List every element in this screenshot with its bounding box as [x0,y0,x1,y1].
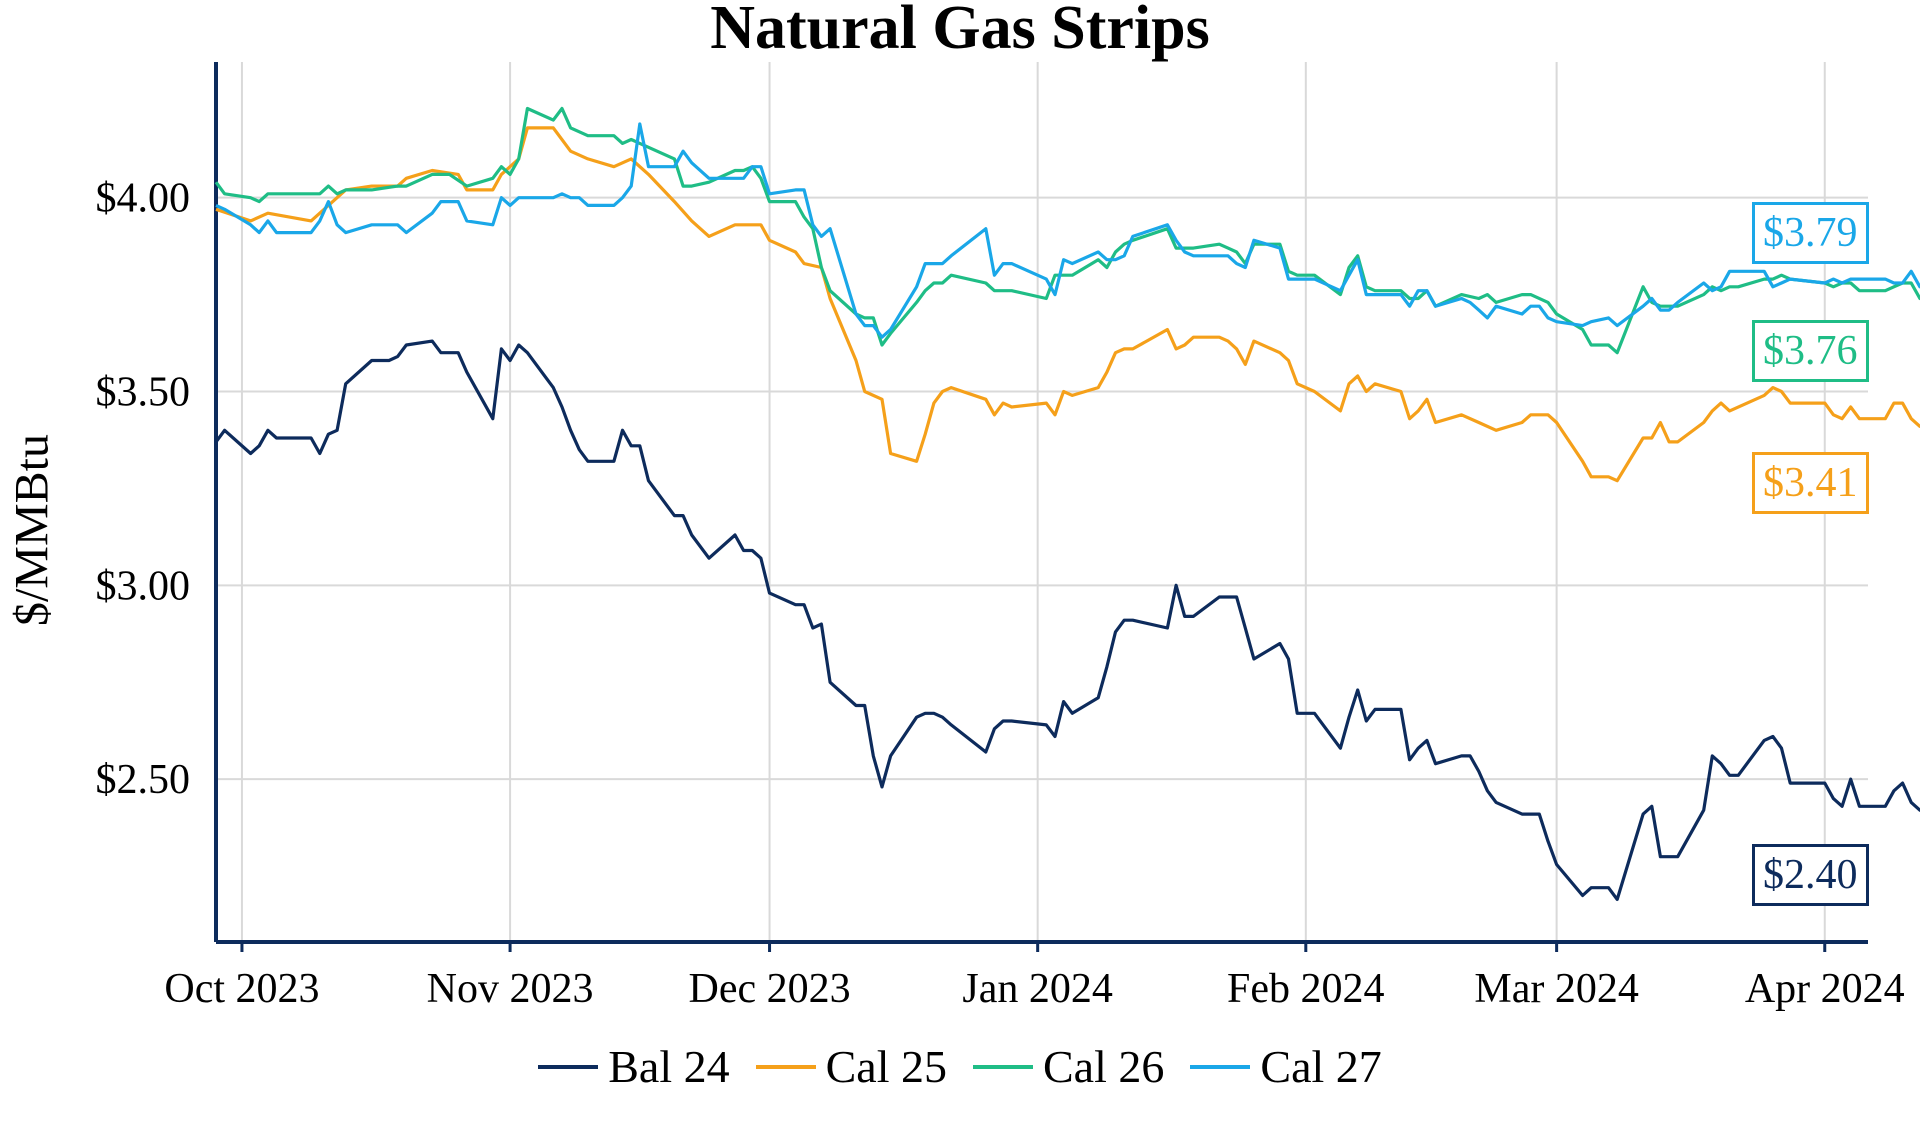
legend-label: Bal 24 [608,1041,730,1092]
y-tick-label: $3.00 [96,563,191,609]
legend-item-bal-24: Bal 24 [538,1040,730,1093]
x-tick-label: Jan 2024 [962,966,1113,1012]
legend-swatch [755,1064,816,1069]
y-tick-label: $2.50 [96,757,191,803]
x-tick-label: Nov 2023 [427,966,594,1012]
x-tick-label: Mar 2024 [1474,966,1638,1012]
end-label-cal-25: $3.41 [1752,452,1869,514]
legend-swatch [973,1064,1033,1069]
tick-labels: $2.50 $3.00 $3.50 $4.00 Oct 2023 Nov 2023 Dec … [96,176,1905,1012]
legend-swatch [1190,1064,1251,1069]
axes [214,62,1868,952]
legend-label: Cal 26 [1043,1041,1165,1092]
legend-label: Cal 27 [1260,1041,1382,1092]
series-line-cal-27 [215,122,1920,339]
series-line-cal-25 [215,126,1920,483]
grid-lines [216,62,1868,942]
chart-title: Natural Gas Strips [710,0,1210,62]
end-label-cal-26: $3.76 [1752,320,1869,382]
y-tick-label: $4.00 [96,176,191,222]
legend-swatch [538,1064,599,1069]
y-tick-label: $3.50 [96,370,191,416]
legend-item-cal-27: Cal 27 [1190,1040,1382,1093]
legend: Bal 24 Cal 25 Cal 26 Cal 27 [0,1040,1920,1093]
legend-item-cal-25: Cal 25 [755,1040,947,1093]
legend-item-cal-26: Cal 26 [973,1040,1164,1093]
series-line-bal-24 [214,339,1920,901]
series-lines [214,106,1920,901]
x-tick-label: Oct 2023 [164,966,319,1012]
legend-label: Cal 25 [825,1041,947,1092]
x-tick-label: Dec 2023 [688,966,850,1012]
series-line-cal-26 [214,106,1920,355]
x-tick-label: Feb 2024 [1227,966,1385,1012]
x-tick-label: Apr 2024 [1745,966,1905,1012]
end-label-bal-24: $2.40 [1752,844,1869,906]
end-label-cal-27: $3.79 [1752,202,1869,264]
